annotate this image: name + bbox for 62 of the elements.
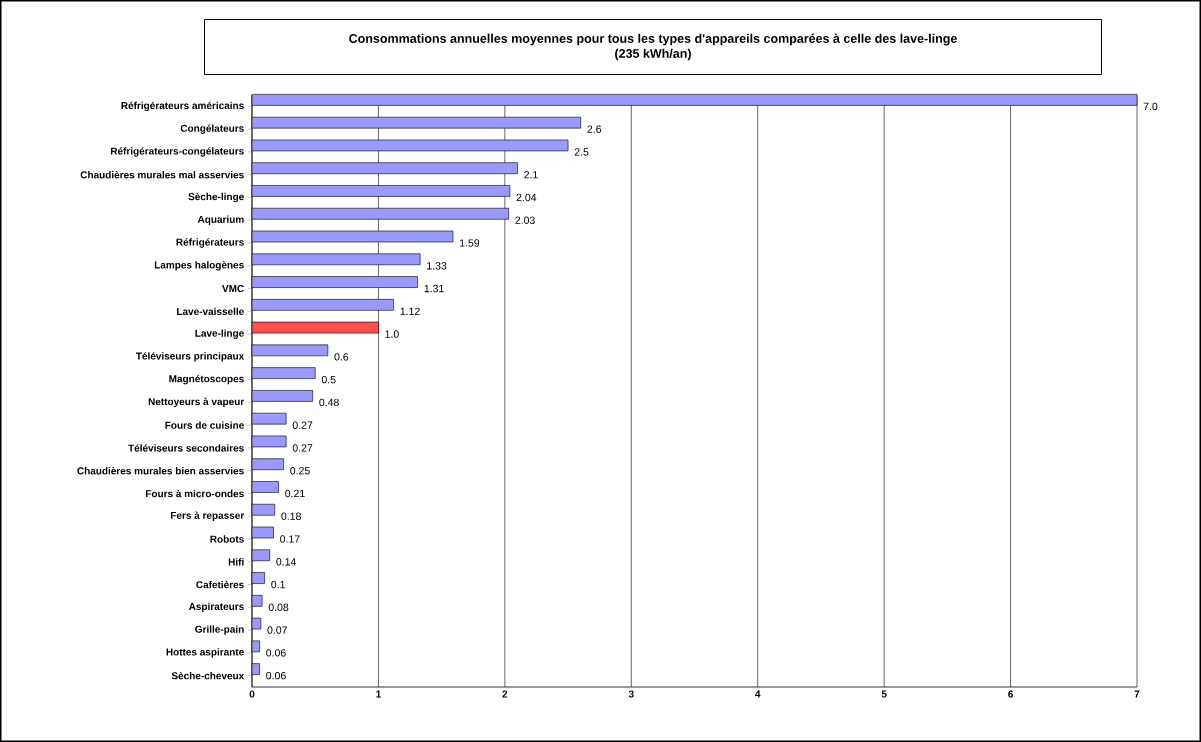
data-label: 0.6 [334,353,349,361]
data-label: 0.08 [268,603,289,612]
data-label: 0.06 [266,649,286,657]
x-tick-label: 3 [628,690,634,698]
data-label: 1.0 [385,330,399,338]
y-tick-label: Lave-vaisselle [177,307,244,315]
data-label: 0.27 [292,421,313,429]
data-label: 0.48 [319,398,339,407]
y-tick-label: Robots [210,535,244,543]
data-label: 2.04 [516,193,537,202]
y-tick-label: Téléviseurs principaux [135,352,245,362]
data-label: 0.06 [266,671,286,680]
data-label: 0.1 [271,580,285,589]
x-tick-label: 0 [249,690,255,698]
data-label: 0.17 [280,535,300,543]
data-label: 0.21 [285,489,305,498]
data-label: 0.27 [292,444,313,452]
data-label: 1.31 [424,284,444,293]
chart-title: Consommations annuelles moyennes pour tous les types d'appareils comparées à celle des lave-linge [349,33,957,46]
data-label: 2.5 [574,148,589,156]
x-tick-label: 2 [502,690,508,698]
y-tick-label: Aspirateurs [188,602,244,612]
x-tick-label: 5 [881,690,887,698]
y-tick-label: Chaudières murales mal asservies [80,170,244,179]
data-label: 0.14 [276,558,297,566]
data-label: 2.6 [587,125,602,133]
chart-subtitle: (235 kWh/an) [615,48,691,61]
y-tick-label: Réfrigérateurs-congélateurs [110,147,244,157]
y-tick-label: Fers à repasser [170,511,245,521]
data-label: 1.59 [460,239,480,247]
y-tick-label: Hottes aspirante [166,648,244,658]
y-tick-label: Fours de cuisine [165,421,244,429]
data-label: 1.33 [427,262,447,270]
y-tick-label: Réfrigérateurs [176,238,244,248]
y-tick-label: Aquarium [197,215,244,225]
x-tick-label: 1 [376,690,381,698]
y-tick-label: Grille-pain [195,625,244,635]
x-tick-label: 6 [1008,690,1013,698]
y-tick-label: Nettoyeurs à vapeur [148,397,245,408]
x-tick-label: 7 [1134,690,1140,698]
y-tick-label: Lampes halogènes [154,261,244,271]
y-tick-label: Téléviseurs secondaires [128,444,244,452]
y-tick-label: Fours à micro-ondes [145,489,244,498]
y-tick-label: Sèche-cheveux [171,671,245,680]
y-tick-label: VMC [222,285,244,293]
y-tick-label: Réfrigérateurs américains [121,101,244,112]
y-tick-label: Hifi [228,558,244,566]
data-label: 0.5 [321,375,336,384]
data-label: 2.03 [515,216,535,224]
x-tick-label: 4 [755,690,761,698]
y-tick-label: Sèche-linge [188,192,244,203]
y-tick-label: Cafetières [196,580,244,589]
data-label: 0.25 [290,466,310,475]
y-tick-label: Lave-linge [195,329,244,339]
data-label: 7.0 [1143,102,1158,111]
data-label: 2.1 [524,171,538,179]
data-label: 1.12 [400,307,420,315]
data-label: 0.07 [267,626,287,634]
y-tick-label: Congélateurs [180,124,244,134]
y-tick-label: Magnétoscopes [169,374,244,385]
y-tick-label: Chaudières murales bien asservies [77,466,244,475]
data-label: 0.18 [281,512,301,520]
